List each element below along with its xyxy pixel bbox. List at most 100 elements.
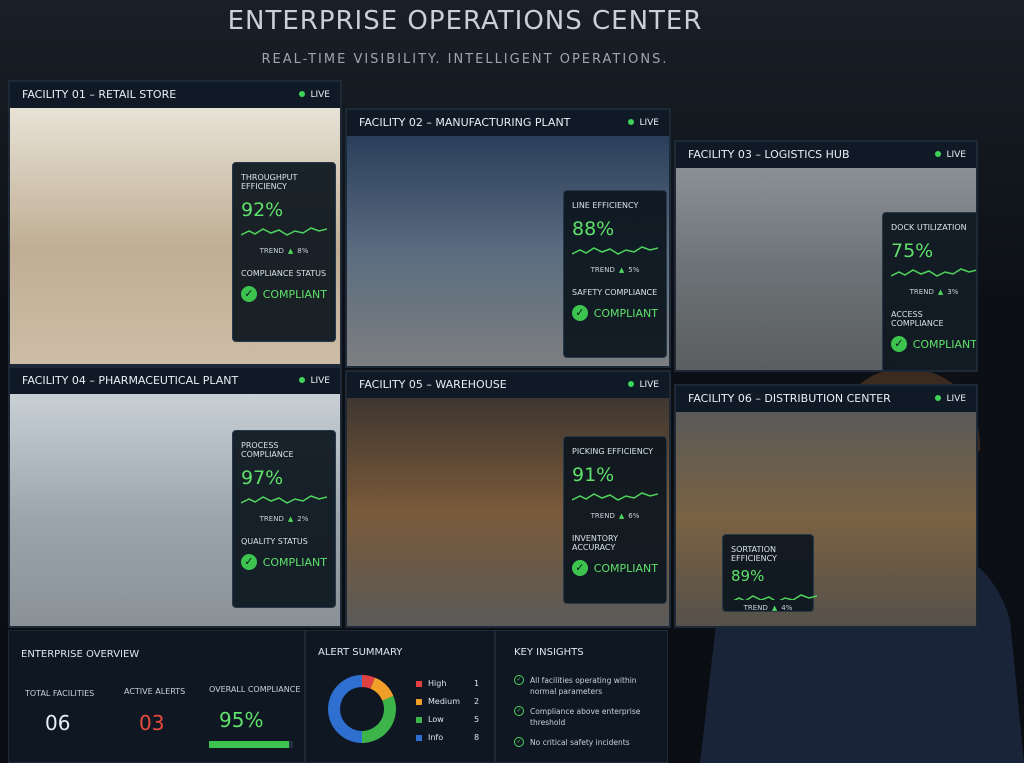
legend-swatch [416,735,422,741]
legend-label: Info [428,733,444,742]
legend-label: Low [428,715,444,724]
trend-value: 2% [297,515,309,523]
status: ✓ COMPLIANT [891,336,977,352]
check-icon: ✓ [572,305,588,321]
panel-title: ENTERPRISE OVERVIEW [21,649,140,660]
insight-text: No critical safety incidents [530,738,630,747]
subtitle: REAL-TIME VISIBILITY. INTELLIGENT OPERAT… [261,52,669,67]
donut-segment [362,695,396,743]
tile-header: FACILITY 04 – PHARMACEUTICAL PLANT LIVE [10,368,340,394]
metric-label: LINE EFFICIENCY [572,201,639,210]
sparkline [240,227,328,236]
sparkline-path [890,268,976,277]
metric-value: 75% [891,240,934,262]
trend-label: TREND [743,604,768,612]
legend-swatch [416,699,422,705]
trend-arrow: ▲ [287,247,294,255]
insight-check: ✓ [514,737,524,747]
facility-tile: FACILITY 01 – RETAIL STORE LIVE THROUGHPUT… [8,80,342,366]
trend-label: TREND [259,247,284,255]
legend-swatch [416,717,422,723]
metric-value: 97% [241,467,284,489]
sparkline [571,492,659,501]
legend-count: 2 [474,697,480,706]
trend-arrow: ▲ [937,288,944,296]
metric-label: THROUGHPUT EFFICIENCY [241,173,298,191]
donut-segment [362,675,376,689]
sparkline-path [730,594,818,603]
trend-label: TREND [909,288,934,296]
sparkline-path [571,492,659,501]
donut-segment [328,675,362,743]
status-text: COMPLIANT [912,337,977,351]
legend-count: 8 [474,733,480,742]
metric-value: 88% [572,218,615,240]
sparkline-path [571,246,659,255]
stat-value: 95% [219,708,264,732]
metric-card: SORTATION EFFICIENCY 89% TREND ▲ 4% [722,534,818,612]
status-text: COMPLIANT [262,555,327,569]
metric-card: PICKING EFFICIENCY 91% TREND ▲ 6% INVENTORY A… [563,436,667,604]
trend-value: 8% [297,247,309,255]
sparkline [240,495,328,504]
tile-header: FACILITY 02 – MANUFACTURING PLANT LIVE [347,110,669,136]
status-text: COMPLIANT [593,306,658,320]
insights-panel: KEY INSIGHTS ✓ All facilities operating w… [495,630,668,763]
panel-title: KEY INSIGHTS [514,647,584,658]
insight-check: ✓ [514,675,524,685]
status: ✓ COMPLIANT [572,560,658,576]
sparkline-path [240,227,328,236]
trend-label: TREND [259,515,284,523]
trend-arrow: ▲ [287,515,294,523]
status-label: QUALITY STATUS [241,537,308,546]
insight-text: Compliance above enterprise threshold [530,707,641,727]
metric-value: 89% [731,567,765,585]
trend: TREND ▲ 4% [731,604,805,612]
trend: TREND ▲ 5% [572,266,658,274]
alert-panel: ALERT SUMMARY High 1 Medium 2 Low 5 Info 8 [305,630,495,763]
stat-value: 06 [45,711,71,735]
facility-tile: FACILITY 06 – DISTRIBUTION CENTER LIVE SOR… [674,384,978,628]
tile-header: FACILITY 03 – LOGISTICS HUB LIVE [676,142,976,168]
metric-card: LINE EFFICIENCY 88% TREND ▲ 5% SAFETY COMPLIA… [563,190,667,358]
tile-header: FACILITY 06 – DISTRIBUTION CENTER LIVE [676,386,976,412]
status-text: COMPLIANT [593,561,658,575]
legend-label: High [428,679,447,688]
check-icon: ✓ [241,554,257,570]
insight-text: All facilities operating within normal p… [530,676,637,696]
facility-tile: FACILITY 02 – MANUFACTURING PLANT LIVE LIN… [345,108,671,368]
sparkline [730,594,818,603]
donut-segment [370,677,394,701]
sparkline-path [240,495,328,504]
trend: TREND ▲ 3% [891,288,976,296]
panel-title: ALERT SUMMARY [318,647,403,658]
live-indicator: LIVE [299,82,330,108]
metric-label: PICKING EFFICIENCY [572,447,654,456]
metric-card: THROUGHPUT EFFICIENCY 92% TREND ▲ 8% COMPLIAN… [232,162,336,342]
stat-label: TOTAL FACILITIES [25,689,95,698]
metric-label: SORTATION EFFICIENCY [731,545,777,563]
title: ENTERPRISE OPERATIONS CENTER [227,6,703,36]
live-indicator: LIVE [935,142,966,168]
legend-count: 1 [474,679,480,688]
legend-swatch [416,681,422,687]
sparkline [571,246,659,255]
trend-label: TREND [590,266,615,274]
stat-value: 03 [139,711,165,735]
insight-check: ✓ [514,706,524,716]
trend: TREND ▲ 8% [241,247,327,255]
live-indicator: LIVE [628,372,659,398]
trend-value: 5% [628,266,640,274]
progress-bar [209,741,289,748]
live-indicator: LIVE [299,368,330,394]
status: ✓ COMPLIANT [241,554,327,570]
legend-count: 5 [474,715,480,724]
trend-label: TREND [590,512,615,520]
trend-arrow: ▲ [618,266,625,274]
donut-chart [328,675,396,743]
live-indicator: LIVE [935,386,966,412]
progress-track [209,741,293,748]
overview-panel: ENTERPRISE OVERVIEW TOTAL FACILITIES 06 … [8,630,305,763]
live-indicator: LIVE [628,110,659,136]
